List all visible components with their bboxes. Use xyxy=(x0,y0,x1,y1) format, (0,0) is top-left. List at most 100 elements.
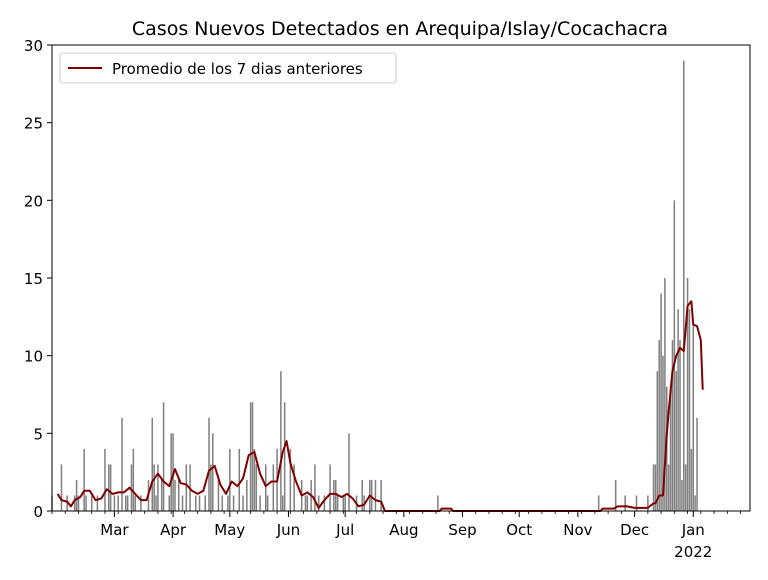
bar-2021-04-08 xyxy=(185,464,188,511)
bar-2021-12-31 xyxy=(690,448,693,511)
plot-frame xyxy=(51,44,751,512)
bar-2021-07-10 xyxy=(361,479,363,511)
bar-2021-08-19 xyxy=(437,495,439,511)
bar-2021-11-26 xyxy=(624,495,626,511)
bar-2021-12-12 xyxy=(654,464,657,511)
y-tick-label-10: 10 xyxy=(24,348,43,366)
y-tick-label-30: 30 xyxy=(24,37,43,55)
moving-average-line xyxy=(56,300,704,512)
bar-2021-03-30 xyxy=(168,495,171,511)
x-tick-label-Apr: Apr xyxy=(160,521,187,539)
bar-2021-12-27 xyxy=(683,60,685,512)
bar-2021-03-03 xyxy=(117,495,119,511)
bar-2021-05-29 xyxy=(282,495,284,511)
bar-2022-01-02 xyxy=(694,495,696,511)
bar-2021-02-17 xyxy=(90,495,93,511)
bar-2021-07-15 xyxy=(370,479,373,511)
bar-2021-06-15 xyxy=(314,464,316,511)
bar-2021-12-16 xyxy=(662,355,664,511)
bar-2021-06-27 xyxy=(336,495,339,511)
bar-2021-02-14 xyxy=(85,495,87,511)
legend-label: Promedio de los 7 dias anteriores xyxy=(112,60,363,78)
bar-2021-05-30 xyxy=(283,402,286,511)
chart-title: Casos Nuevos Detectados en Arequipa/Isla… xyxy=(132,18,668,40)
bar-2021-06-23 xyxy=(329,464,331,511)
bar-2021-02-27 xyxy=(109,464,112,511)
bar-2021-12-14 xyxy=(658,340,660,511)
bar-2021-05-10 xyxy=(246,479,248,511)
x-tick-label-Jun: Jun xyxy=(276,521,300,539)
bar-2021-07-01 xyxy=(344,495,346,511)
bar-2021-03-27 xyxy=(162,402,165,511)
x-axis: Mar Apr May Jun Jul Aug Sep Oct Nov Dec Jan 2022 xyxy=(51,511,741,561)
x-tick-label-Aug: Aug xyxy=(389,521,418,539)
bar-2021-03-24 xyxy=(157,464,159,511)
bar-2021-03-07 xyxy=(125,495,127,511)
bar-2021-03-11 xyxy=(132,448,135,511)
bar-2021-12-26 xyxy=(681,479,683,511)
bar-2021-05-28 xyxy=(280,371,282,511)
bar-2021-12-08 xyxy=(647,495,649,511)
bar-2021-05-20 xyxy=(264,464,267,511)
x-tick-label-Sep: Sep xyxy=(448,521,476,539)
bar-2021-04-21 xyxy=(210,464,212,511)
bar-2021-03-08 xyxy=(126,495,129,511)
bar-2021-03-26 xyxy=(160,479,163,511)
bar-2021-12-20 xyxy=(669,386,672,511)
bar-2021-12-28 xyxy=(684,464,687,511)
bar-2021-12-22 xyxy=(673,200,676,512)
bar-2021-02-26 xyxy=(107,464,110,511)
bar-2021-02-08 xyxy=(73,495,76,511)
bar-2021-05-24 xyxy=(272,464,275,511)
x-tick-label-Dec: Dec xyxy=(620,521,649,539)
bar-2021-04-15 xyxy=(198,495,201,511)
bar-2021-04-04 xyxy=(177,479,180,511)
bar-2021-12-17 xyxy=(664,278,666,511)
x-tick-label-Jan: Jan xyxy=(681,521,705,539)
x-tick-label-Oct: Oct xyxy=(506,521,532,539)
bar-2021-04-06 xyxy=(181,495,184,511)
bar-2021-03-21 xyxy=(151,417,154,511)
bar-2021-03-15 xyxy=(140,495,142,511)
bar-2021-04-02 xyxy=(174,479,176,511)
bar-2021-12-29 xyxy=(686,278,689,511)
y-tick-label-25: 25 xyxy=(24,115,43,133)
bar-2021-04-13 xyxy=(195,495,197,511)
bar-2021-12-19 xyxy=(667,464,670,511)
bar-2021-03-01 xyxy=(113,495,116,511)
bar-2021-05-13 xyxy=(251,402,254,511)
legend: Promedio de los 7 dias anteriores xyxy=(59,52,397,84)
bar-2021-12-23 xyxy=(675,371,677,511)
bar-2021-06-02 xyxy=(289,448,292,511)
bar-2021-06-30 xyxy=(342,495,345,511)
y-axis: 0 5 10 15 20 25 30 xyxy=(24,37,52,521)
bar-2021-07-20 xyxy=(380,479,382,511)
bar-2021-04-30 xyxy=(227,495,229,511)
bar-2021-11-12 xyxy=(597,495,600,511)
bar-2021-05-03 xyxy=(232,495,235,511)
x-tick-label-Jul: Jul xyxy=(335,521,354,539)
bar-2021-05-21 xyxy=(266,495,269,511)
y-tick-label-20: 20 xyxy=(24,192,43,210)
bar-2021-05-12 xyxy=(249,402,252,511)
bar-2021-03-05 xyxy=(121,417,123,511)
bar-2021-05-15 xyxy=(255,464,258,511)
x-year-label: 2022 xyxy=(674,543,712,561)
bar-2021-06-17 xyxy=(317,495,320,511)
bar-2021-04-27 xyxy=(221,495,224,511)
bar-2021-07-03 xyxy=(348,433,350,511)
x-tick-label-Nov: Nov xyxy=(563,521,592,539)
bar-2021-12-02 xyxy=(635,495,638,511)
bar-2021-02-09 xyxy=(75,479,78,511)
bar-2021-05-08 xyxy=(242,495,244,511)
x-tick-label-Mar: Mar xyxy=(100,521,129,539)
bar-2021-12-21 xyxy=(671,340,674,511)
bar-2021-05-06 xyxy=(238,448,241,511)
bar-2021-05-01 xyxy=(229,448,231,511)
bar-2022-01-01 xyxy=(692,324,695,511)
bar-2021-02-24 xyxy=(104,448,106,511)
bar-2021-03-10 xyxy=(130,464,133,511)
